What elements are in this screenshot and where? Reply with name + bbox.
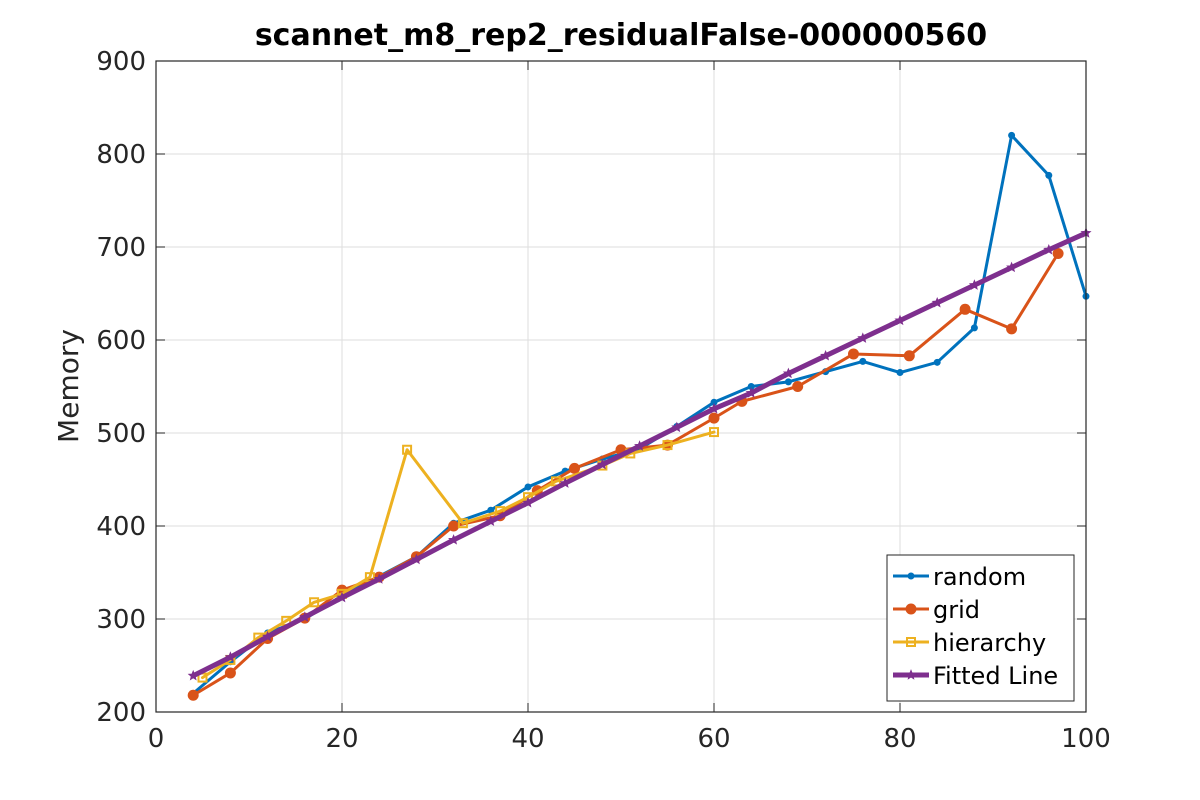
data-point-hierarchy [402, 444, 413, 455]
data-point-random [1045, 171, 1053, 179]
legend-swatch-marker [905, 669, 917, 680]
data-point-grid [224, 667, 236, 679]
y-axis-title: Memory [52, 329, 85, 443]
data-point-grid [792, 381, 804, 392]
y-tick-label: 400 [96, 512, 146, 542]
data-point-random [1008, 131, 1016, 139]
data-point-random [896, 369, 904, 377]
data-point-fitted-line [299, 611, 311, 622]
data-point-random [524, 483, 532, 491]
data-point-random [487, 506, 495, 514]
x-tick-label: 20 [325, 724, 358, 754]
data-point-fitted-line [857, 332, 869, 343]
legend-swatch-marker [905, 603, 917, 615]
x-tick-label: 60 [697, 724, 730, 754]
data-point-fitted-line [1006, 261, 1018, 273]
data-point-fitted-line [671, 421, 683, 433]
data-point-fitted-line [187, 669, 199, 681]
tick-labels: 0 20 40 60 80 100 200 300 400 500 600 700 800 900 [96, 47, 1110, 754]
data-point-fitted-line [820, 349, 832, 361]
y-tick-label: 300 [96, 605, 146, 635]
legend-swatch-marker [906, 637, 916, 647]
legend-label: random [933, 563, 1026, 591]
legend-label: hierarchy [933, 629, 1046, 657]
x-tick-label: 40 [511, 724, 544, 754]
y-tick-label: 800 [96, 140, 146, 170]
data-point-fitted-line [745, 387, 757, 398]
data-point-grid [187, 689, 199, 701]
legend-label: Fitted Line [933, 662, 1058, 690]
series-lines [187, 131, 1092, 701]
data-point-random [747, 383, 755, 390]
y-tick-label: 900 [96, 47, 146, 77]
series-fitted-line [187, 227, 1092, 681]
data-point-fitted-line [410, 553, 422, 565]
data-point-hierarchy [709, 427, 719, 438]
data-point-grid [848, 348, 859, 360]
x-tick-label: 0 [148, 724, 165, 754]
data-point-hierarchy [662, 440, 673, 451]
y-tick-label: 700 [96, 233, 146, 263]
x-tick-label: 80 [883, 724, 916, 754]
legend-item-fitted-line: Fitted Line [893, 662, 1058, 690]
data-point-fitted-line [968, 279, 980, 290]
data-point-grid [708, 412, 720, 424]
data-point-grid [903, 350, 915, 362]
data-point-hierarchy [457, 518, 468, 529]
legend-item-hierarchy: hierarchy [893, 629, 1046, 657]
y-tick-label: 200 [96, 698, 146, 728]
legend: random grid hierarchy Fitted Line [886, 554, 1075, 702]
axes-box [155, 60, 1087, 713]
legend-label: grid [933, 596, 980, 624]
data-point-random [970, 324, 978, 332]
legend-swatch-marker [907, 572, 915, 580]
data-point-random [784, 378, 792, 386]
data-point-fitted-line [708, 403, 720, 414]
axes [155, 60, 1087, 713]
data-point-fitted-line [224, 651, 236, 662]
data-point-grid [1052, 248, 1064, 260]
x-tick-label: 100 [1061, 724, 1111, 754]
data-point-grid [448, 520, 460, 532]
y-tick-label: 500 [96, 419, 146, 449]
data-point-fitted-line [1043, 243, 1055, 255]
data-point-fitted-line [894, 314, 906, 326]
data-point-fitted-line [485, 515, 497, 527]
data-point-fitted-line [634, 440, 646, 451]
data-point-fitted-line [931, 296, 943, 308]
data-point-fitted-line [336, 591, 348, 603]
data-point-grid [959, 303, 971, 315]
data-point-random [859, 357, 867, 365]
data-point-fitted-line [596, 458, 608, 470]
data-point-fitted-line [262, 630, 274, 642]
data-point-fitted-line [522, 496, 534, 508]
data-point-fitted-line [782, 367, 794, 379]
legend-item-grid: grid [893, 596, 980, 624]
data-point-fitted-line [559, 477, 571, 488]
legend-item-random: random [893, 563, 1026, 591]
data-point-random [933, 358, 941, 366]
data-point-grid [569, 462, 580, 474]
data-point-grid [1006, 323, 1018, 335]
chart-title: scannet_m8_rep2_residualFalse-000000560 [255, 18, 987, 53]
data-point-fitted-line [448, 534, 460, 545]
data-point-random [710, 398, 718, 406]
y-tick-label: 600 [96, 326, 146, 356]
data-point-fitted-line [373, 573, 385, 584]
data-point-hierarchy [309, 597, 320, 608]
